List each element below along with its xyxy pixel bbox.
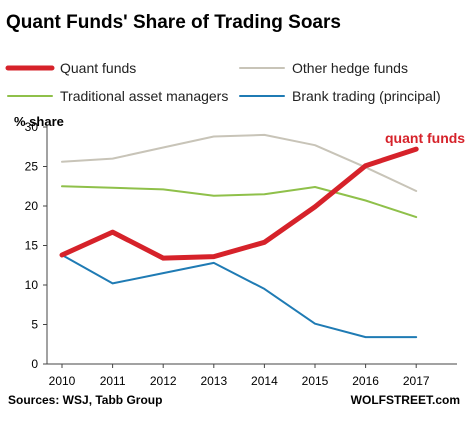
y-tick-label: 20 (25, 199, 39, 213)
series-line-other-hedge-funds (61, 133, 418, 192)
axes: 0 5 10 15 20 25 30 2010 2011 2012 2013 2014 2015 2016… (25, 120, 457, 388)
legend-label-quant-funds: Quant funds (60, 60, 136, 76)
legend: Quant funds Other hedge funds Traditional … (5, 60, 441, 104)
x-tick-label: 2013 (200, 374, 227, 388)
series-line-quant-funds (59, 146, 419, 261)
quant-funds-annotation: quant funds (385, 130, 465, 146)
source-note: Sources: WSJ, Tabb Group (8, 393, 162, 407)
series-lines (59, 133, 419, 339)
credit-note: WOLFSTREET.com (351, 393, 460, 407)
chart-title: Quant Funds' Share of Trading Soars (6, 12, 341, 33)
x-tick-label: 2014 (251, 374, 278, 388)
x-tick-label: 2011 (100, 374, 126, 388)
y-tick-label: 30 (25, 120, 39, 134)
series-line-brank-trading-principal (61, 254, 418, 339)
series-line-traditional-asset-managers (61, 185, 418, 219)
x-tick-label: 2016 (352, 374, 379, 388)
y-tick-label: 5 (31, 318, 38, 332)
y-axis-label: % share (14, 114, 64, 129)
y-tick-label: 25 (25, 160, 39, 174)
y-tick-label: 0 (31, 357, 38, 371)
x-tick-label: 2015 (302, 374, 329, 388)
y-tick-label: 15 (25, 239, 39, 253)
x-tick-label: 2017 (403, 374, 430, 388)
y-tick-label: 10 (25, 278, 39, 292)
legend-label-brank-trading-principal: Brank trading (principal) (292, 88, 441, 104)
x-tick-label: 2012 (150, 374, 177, 388)
legend-label-traditional-asset-managers: Traditional asset managers (60, 88, 228, 104)
x-tick-label: 2010 (49, 374, 76, 388)
legend-label-other-hedge-funds: Other hedge funds (292, 60, 408, 76)
